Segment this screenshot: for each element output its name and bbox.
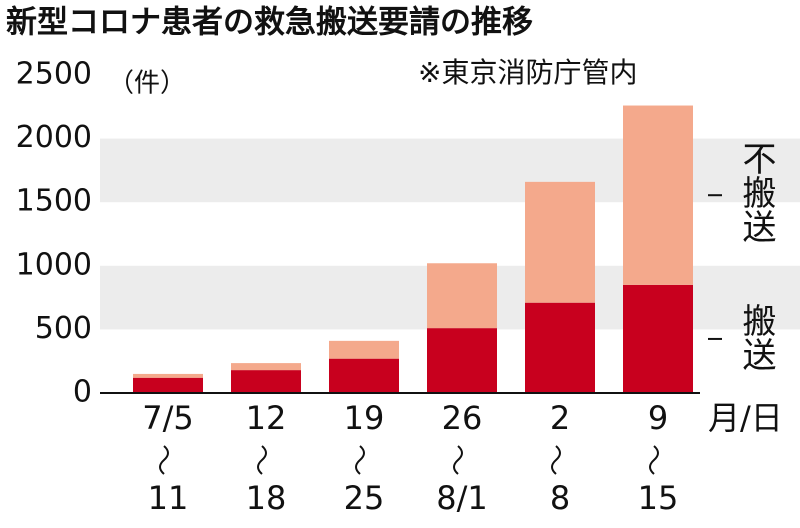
bar-segment bbox=[525, 181, 595, 303]
bar-segment bbox=[427, 263, 497, 329]
bar-segment bbox=[623, 284, 693, 393]
y-tick-label: 0 bbox=[73, 375, 92, 410]
bar-segment bbox=[133, 377, 203, 393]
x-tick-label: 11 bbox=[148, 479, 189, 517]
y-tick-label: 500 bbox=[35, 311, 92, 346]
x-tick-label: 12 bbox=[246, 399, 287, 437]
range-wave bbox=[453, 445, 463, 475]
range-wave bbox=[551, 445, 561, 475]
x-tick-label: 2 bbox=[550, 399, 570, 437]
bar-segment bbox=[231, 363, 301, 371]
bar-segment bbox=[427, 328, 497, 393]
y-tick-label: 2000 bbox=[16, 120, 92, 155]
range-wave bbox=[257, 445, 267, 475]
range-wave bbox=[355, 445, 365, 475]
note: ※東京消防庁管内 bbox=[418, 56, 637, 89]
bar-segment bbox=[525, 302, 595, 393]
bar-segment bbox=[623, 105, 693, 285]
x-tick-label: 8 bbox=[550, 479, 570, 517]
x-tick-label: 25 bbox=[344, 479, 385, 517]
x-tick-label: 18 bbox=[246, 479, 287, 517]
bar-segment bbox=[133, 373, 203, 378]
y-tick-label: 1500 bbox=[16, 184, 92, 219]
y-tick-label: 2500 bbox=[16, 57, 92, 92]
x-axis-label: 月/日 bbox=[708, 399, 783, 437]
chart-title: 新型コロナ患者の救急搬送要請の推移 bbox=[6, 5, 533, 41]
bar-segment bbox=[329, 358, 399, 393]
bar-segment bbox=[329, 340, 399, 359]
x-tick-label: 9 bbox=[648, 399, 668, 437]
x-tick-label: 26 bbox=[442, 399, 483, 437]
x-tick-label: 19 bbox=[344, 399, 385, 437]
x-tick-label: 8/1 bbox=[436, 479, 488, 517]
x-tick-label: 15 bbox=[638, 479, 679, 517]
range-wave bbox=[649, 445, 659, 475]
bar-segment bbox=[231, 370, 301, 393]
y-axis-label: （件） bbox=[108, 69, 186, 99]
y-tick-label: 1000 bbox=[16, 247, 92, 282]
x-tick-label: 7/5 bbox=[142, 399, 194, 437]
grid-band bbox=[100, 138, 800, 203]
range-wave bbox=[159, 445, 169, 475]
legend-label: 搬送 bbox=[736, 303, 776, 371]
legend-label: 不搬送 bbox=[736, 141, 776, 243]
